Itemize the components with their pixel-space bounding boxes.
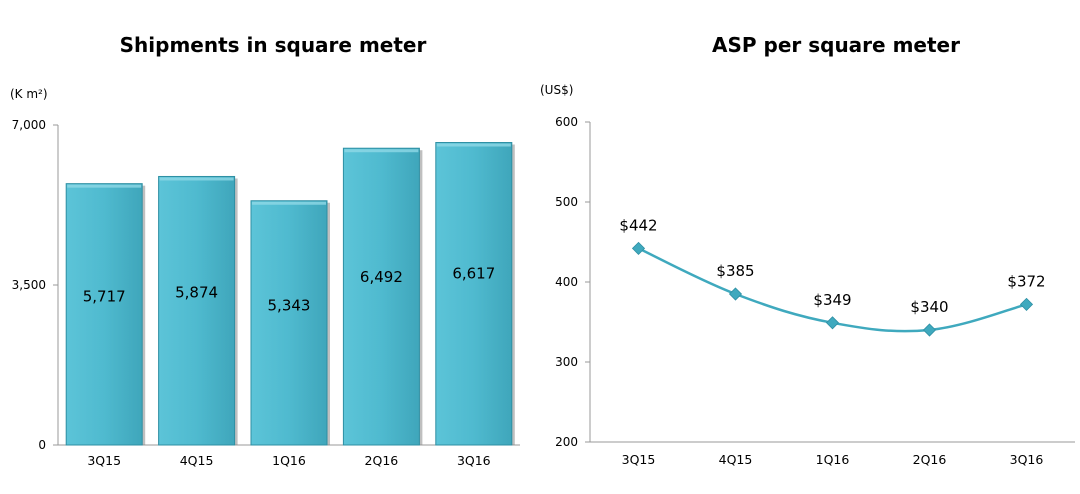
bar-category-label: 3Q16 [457, 453, 491, 468]
bar-category-label: 2Q16 [365, 453, 399, 468]
bar-category-label: 1Q16 [272, 453, 306, 468]
bar-category-labels: 3Q15 4Q15 1Q16 2Q16 3Q16 [87, 453, 490, 468]
bar-value-label: 5,717 [83, 287, 126, 305]
line-marker-1Q16 [825, 316, 840, 330]
bar-value-label: 6,617 [452, 265, 495, 283]
line-marker-2Q16 [922, 323, 937, 337]
bar-4Q15 [158, 175, 236, 446]
line-markers [631, 241, 1034, 337]
line-marker-3Q15 [631, 241, 646, 255]
bar-3Q16 [435, 142, 513, 446]
bar-value-label: 5,343 [268, 297, 311, 315]
line-value-label: $340 [910, 298, 948, 316]
bar-y-tick-label: 7,000 [12, 118, 46, 132]
asp-line-chart: ASP per square meter (US$) 200 300 400 500 6… [540, 33, 1075, 467]
line-category-label: 3Q15 [622, 452, 656, 467]
line-category-label: 3Q16 [1010, 452, 1044, 467]
bar-chart-title: Shipments in square meter [120, 33, 427, 57]
bar-y-ticks: 0 3,500 7,000 [12, 118, 58, 452]
bar-highlight [67, 184, 142, 188]
line-y-tick-label: 300 [555, 355, 578, 369]
bar-y-tick-label: 0 [38, 438, 46, 452]
line-category-label: 2Q16 [913, 452, 947, 467]
line-y-ticks: 200 300 400 500 600 [555, 115, 590, 449]
line-y-tick-label: 600 [555, 115, 578, 129]
bar-y-tick-label: 3,500 [12, 278, 46, 292]
line-category-labels: 3Q15 4Q15 1Q16 2Q16 3Q16 [622, 452, 1044, 467]
line-value-labels: $442 $385 $349 $340 $372 [619, 216, 1045, 316]
line-value-label: $385 [716, 262, 754, 280]
bar-highlight [436, 143, 511, 147]
bar-series [65, 142, 515, 446]
bar-1Q16 [250, 200, 328, 446]
line-value-label: $349 [813, 291, 851, 309]
line-category-label: 4Q15 [719, 452, 753, 467]
line-marker-4Q15 [728, 287, 743, 301]
line-y-tick-label: 400 [555, 275, 578, 289]
bar-value-label: 6,492 [360, 268, 403, 286]
line-marker-3Q16 [1019, 297, 1034, 311]
line-y-tick-label: 500 [555, 195, 578, 209]
bar-chart-unit-label: (K m²) [10, 87, 48, 101]
shipments-bar-chart: Shipments in square meter (K m²) 0 3,500 7… [10, 33, 520, 468]
bar-category-label: 4Q15 [180, 453, 214, 468]
bar-3Q15 [65, 183, 143, 446]
line-category-label: 1Q16 [816, 452, 850, 467]
bar-value-label: 5,874 [175, 283, 218, 301]
line-chart-title: ASP per square meter [712, 33, 960, 57]
line-value-label: $372 [1007, 272, 1045, 290]
line-chart-unit-label: (US$) [540, 83, 573, 97]
line-y-tick-label: 200 [555, 435, 578, 449]
bar-2Q16 [342, 147, 420, 446]
bar-category-label: 3Q15 [87, 453, 121, 468]
bar-highlight [252, 201, 326, 205]
bar-highlight [159, 177, 234, 181]
line-value-label: $442 [619, 216, 657, 234]
bar-highlight [344, 149, 419, 153]
bar-value-labels: 5,717 5,874 5,343 6,492 6,617 [83, 265, 496, 315]
